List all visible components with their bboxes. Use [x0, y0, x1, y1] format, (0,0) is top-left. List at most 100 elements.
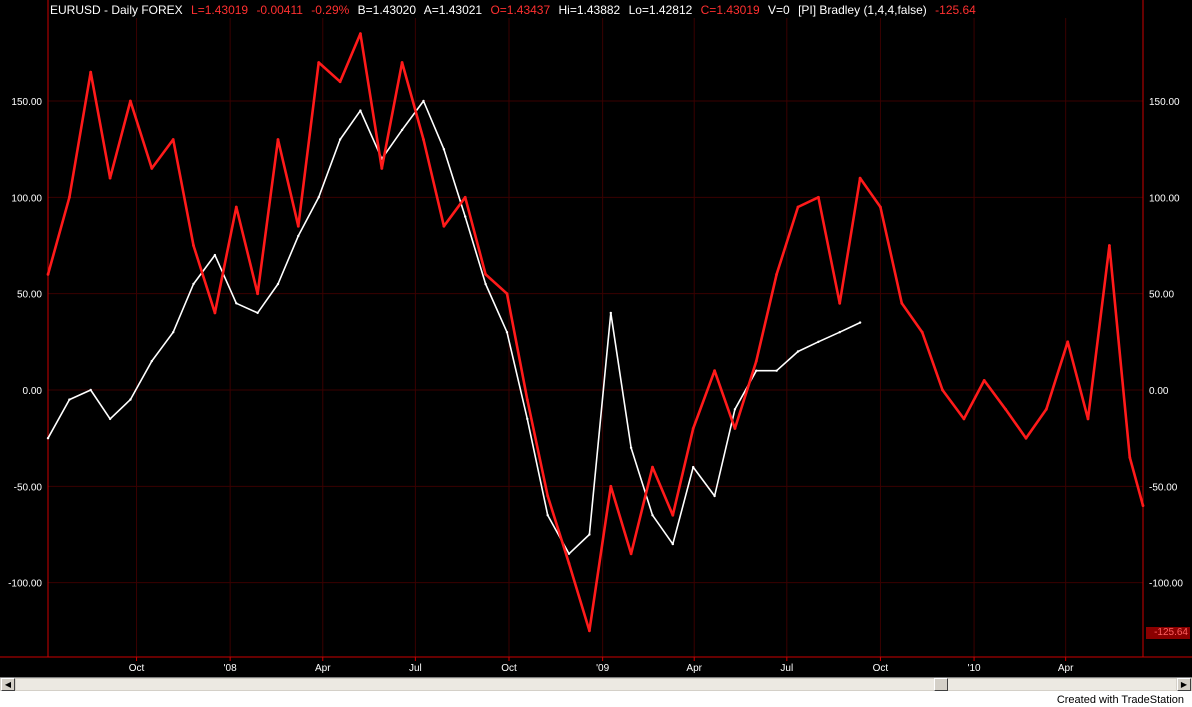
chart-header: EURUSD - Daily FOREX L=1.43019 -0.00411 …: [50, 3, 981, 17]
grid-layer: [48, 18, 1143, 657]
symbol-label: EURUSD - Daily FOREX: [50, 3, 183, 17]
y-tick-label-right: 100.00: [1149, 193, 1180, 204]
bid-price: B=1.43020: [357, 3, 417, 17]
bradley-point: [296, 224, 300, 228]
price-point: [108, 417, 112, 421]
bradley-point: [1141, 504, 1145, 507]
price-point: [150, 359, 153, 363]
bradley-point: [380, 167, 384, 170]
price-point: [400, 128, 404, 132]
bradley-point: [941, 388, 944, 392]
bradley-point: [1044, 407, 1048, 411]
x-tick-label: Apr: [1058, 663, 1074, 674]
bradley-point: [89, 70, 93, 74]
price-point: [235, 302, 238, 305]
y-tick-label-left: 150.00: [11, 97, 42, 108]
price-point: [172, 331, 175, 334]
ask-price: A=1.43021: [423, 3, 483, 17]
bradley-point: [920, 330, 924, 334]
price-point: [546, 514, 549, 517]
price-point: [442, 148, 446, 151]
pct-change: -0.29%: [311, 3, 350, 17]
bradley-point: [879, 205, 882, 209]
bradley-point: [338, 80, 342, 84]
net-change: -0.00411: [256, 3, 303, 17]
bradley-point: [858, 176, 862, 180]
price-point: [484, 282, 487, 286]
price-point: [46, 437, 50, 440]
bradley-point: [588, 629, 591, 633]
price-point: [89, 388, 92, 392]
bradley-point: [46, 273, 50, 276]
y-tick-label-right: -100.00: [1149, 579, 1183, 590]
price-point: [505, 331, 509, 334]
credit-text: Created with TradeStation: [1056, 694, 1184, 706]
price-point: [692, 465, 695, 469]
chart-svg: 150.00 150.00 100.00 100.00 50.00 50.00 0.00 0.…: [0, 0, 1192, 674]
price-point: [213, 253, 217, 257]
open-price: O=1.43437: [490, 3, 551, 17]
x-tick-label: Apr: [686, 663, 702, 674]
bradley-point: [150, 167, 154, 170]
bradley-point: [422, 138, 425, 141]
price-point: [192, 282, 195, 286]
bradley-point: [651, 465, 654, 469]
horizontal-scrollbar[interactable]: ◀ ▶: [0, 677, 1192, 691]
high-price: Hi=1.43882: [558, 3, 621, 17]
y-tick-label-left: 0.00: [23, 386, 43, 397]
price-point: [276, 282, 280, 286]
bradley-point: [317, 61, 321, 64]
bradley-point: [276, 138, 280, 141]
price-point: [526, 417, 529, 421]
y-tick-label-right: -50.00: [1149, 482, 1178, 493]
price-point: [588, 533, 591, 536]
bradley-point: [962, 417, 966, 421]
x-tick-label: Oct: [873, 663, 889, 674]
price-point: [733, 408, 737, 411]
y-tick-label-left: -50.00: [14, 482, 43, 493]
price-point: [359, 109, 362, 112]
bradley-point: [982, 379, 986, 382]
indicator-name: [PI] Bradley (1,4,4,false): [798, 3, 927, 17]
close-price: C=1.43019: [700, 3, 760, 17]
bradley-point: [442, 224, 446, 228]
price-point: [68, 398, 71, 401]
series-layer: [46, 32, 1145, 633]
bradley-point: [671, 513, 675, 517]
x-tick-label: '09: [596, 663, 609, 674]
bradley-point: [1128, 456, 1132, 459]
bradley-point: [256, 292, 259, 296]
bradley-point: [234, 205, 238, 209]
bradley-point: [546, 494, 550, 498]
y-tick-label-right: 0.00: [1149, 386, 1169, 397]
bradley-point: [400, 61, 404, 64]
last-price: L=1.43019: [191, 3, 249, 17]
scroll-right-icon[interactable]: ▶: [1177, 678, 1191, 691]
bradley-point: [796, 205, 800, 209]
price-point: [317, 196, 320, 199]
bradley-point: [817, 195, 820, 199]
price-point: [796, 350, 800, 353]
y-tick-label-left: 50.00: [17, 290, 42, 301]
price-point: [567, 552, 571, 555]
scrollbar-thumb[interactable]: [934, 678, 948, 691]
bradley-point: [505, 292, 509, 296]
scroll-left-icon[interactable]: ◀: [1, 678, 15, 691]
price-point: [129, 398, 132, 401]
bradley-point: [108, 176, 112, 180]
bradley-point: [129, 99, 132, 103]
bradley-point: [838, 301, 842, 305]
scrollbar-track[interactable]: [16, 679, 1176, 690]
bradley-series-line: [46, 32, 1145, 633]
bradley-point: [567, 562, 571, 565]
bradley-point: [1004, 407, 1007, 411]
price-point: [297, 234, 300, 238]
bradley-point: [609, 484, 613, 488]
price-series-line: [47, 100, 861, 555]
bradley-point: [192, 244, 195, 247]
bradley-point: [900, 301, 904, 305]
bradley-point: [463, 195, 467, 199]
x-tick-label: Jul: [780, 663, 793, 674]
bradley-point: [733, 427, 737, 430]
price-point: [817, 340, 820, 343]
